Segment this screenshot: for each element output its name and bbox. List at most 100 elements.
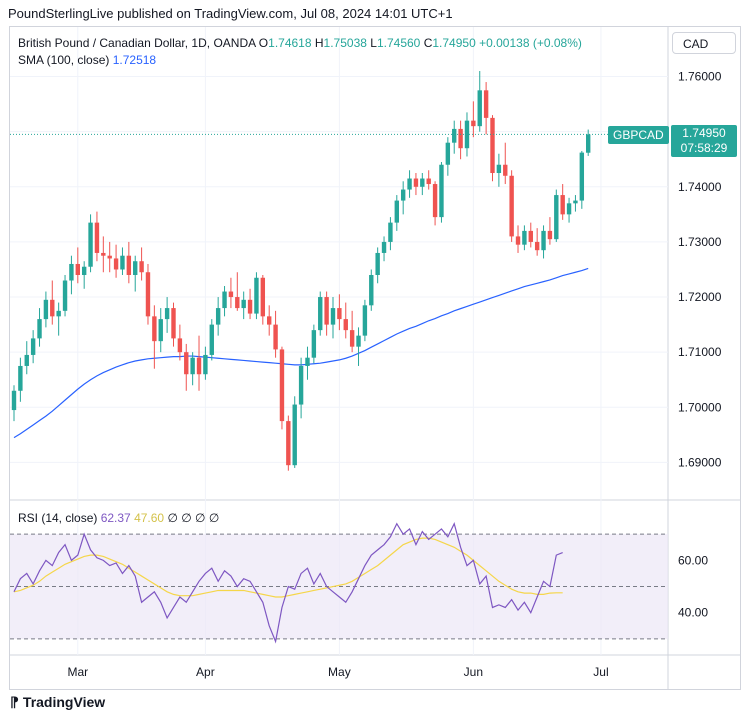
price-tick-label: 1.73000 — [678, 235, 722, 249]
candle — [235, 272, 240, 311]
candle-body — [560, 195, 565, 215]
candle-body — [196, 357, 202, 375]
candle-body — [471, 120, 476, 127]
candle — [407, 170, 412, 198]
candle-body — [426, 178, 431, 185]
open-value: 1.74618 — [268, 36, 312, 50]
candle-body — [349, 330, 355, 347]
tradingview-logo[interactable]: ⁋ TradingView — [10, 694, 105, 711]
time-axis: Mar Apr May Jun Jul — [67, 665, 608, 679]
candle-body — [292, 404, 297, 466]
candle — [458, 120, 463, 160]
candle-body — [388, 222, 393, 242]
candle — [522, 225, 527, 251]
candle — [209, 319, 214, 361]
candle — [56, 302, 61, 336]
price-tick-label: 1.70000 — [678, 400, 722, 414]
candle — [228, 277, 234, 309]
candle-body — [43, 299, 49, 320]
candle-body — [579, 152, 585, 201]
brand-name: TradingView — [22, 694, 106, 710]
candle-body — [286, 421, 291, 466]
candle-body — [228, 291, 234, 298]
tradingview-logo-icon: ⁋ — [10, 695, 19, 711]
candle-body — [483, 90, 489, 118]
chart-frame — [9, 26, 741, 690]
candle-body — [432, 184, 438, 218]
candle — [305, 346, 310, 380]
candle — [318, 291, 323, 336]
candle-body — [209, 324, 214, 355]
candle — [515, 225, 521, 253]
candle-body — [24, 354, 29, 366]
candle-body — [452, 128, 457, 143]
candle-body — [203, 354, 208, 375]
candle-body — [267, 316, 272, 325]
candle-body — [369, 275, 374, 306]
candle — [337, 294, 342, 331]
candle-body — [547, 230, 553, 240]
candle — [177, 324, 183, 361]
candle-body — [30, 338, 36, 355]
candle — [490, 115, 495, 182]
time-tick-label: Jul — [593, 665, 608, 679]
candle — [203, 346, 208, 380]
candle — [196, 335, 202, 391]
candle-body — [94, 222, 100, 253]
rsi-label: RSI (14, close) — [18, 511, 98, 525]
change-value: +0.00138 (+0.08%) — [479, 36, 582, 50]
candle-body — [279, 349, 285, 422]
candle-body — [145, 272, 151, 317]
price-tick-label: 1.74000 — [678, 180, 722, 194]
candle — [534, 228, 540, 256]
rsi-tick-label: 60.00 — [678, 553, 708, 567]
candle — [509, 170, 514, 242]
candle — [152, 305, 157, 369]
candle-body — [171, 308, 176, 339]
candle-body — [164, 308, 170, 320]
candle-body — [139, 261, 144, 273]
candle-body — [241, 299, 246, 309]
candle-body — [439, 164, 444, 218]
candle-body — [107, 255, 112, 259]
candle-body — [126, 255, 132, 275]
candle-body — [18, 365, 23, 391]
candle — [356, 327, 361, 366]
candle-body — [381, 241, 387, 253]
currency-button[interactable]: CAD — [672, 32, 736, 54]
candle — [139, 247, 144, 281]
candle-body — [305, 357, 310, 366]
candle-body — [413, 178, 419, 187]
high-label: H — [314, 36, 324, 50]
candle — [184, 343, 189, 391]
candle — [81, 261, 87, 289]
candle — [215, 297, 221, 336]
candle-body — [554, 195, 559, 240]
candle-body — [113, 258, 119, 270]
symbol-legend: British Pound / Canadian Dollar, 1D, OAN… — [18, 36, 582, 50]
symbol-name: British Pound / Canadian Dollar, 1D, OAN… — [18, 36, 256, 50]
candle-body — [407, 178, 412, 190]
price-tick-label: 1.69000 — [678, 455, 722, 469]
candle — [247, 288, 253, 320]
candle — [343, 302, 348, 339]
candle — [445, 137, 451, 176]
time-tick-label: May — [328, 665, 351, 679]
rsi-ma-value: 47.60 — [134, 511, 165, 525]
candle-body — [11, 390, 17, 411]
candle-body — [522, 230, 527, 245]
candle — [471, 101, 476, 138]
candle-body — [394, 200, 399, 223]
candle — [394, 195, 399, 231]
candle-body — [133, 261, 138, 275]
candle — [11, 385, 17, 422]
candle-body — [69, 263, 74, 281]
candle — [164, 297, 170, 333]
close-value: 1.74950 — [432, 36, 476, 50]
candle — [37, 308, 42, 347]
candle-body — [298, 365, 304, 405]
candle — [171, 302, 176, 347]
candle-body — [445, 142, 451, 165]
candle — [560, 184, 565, 220]
